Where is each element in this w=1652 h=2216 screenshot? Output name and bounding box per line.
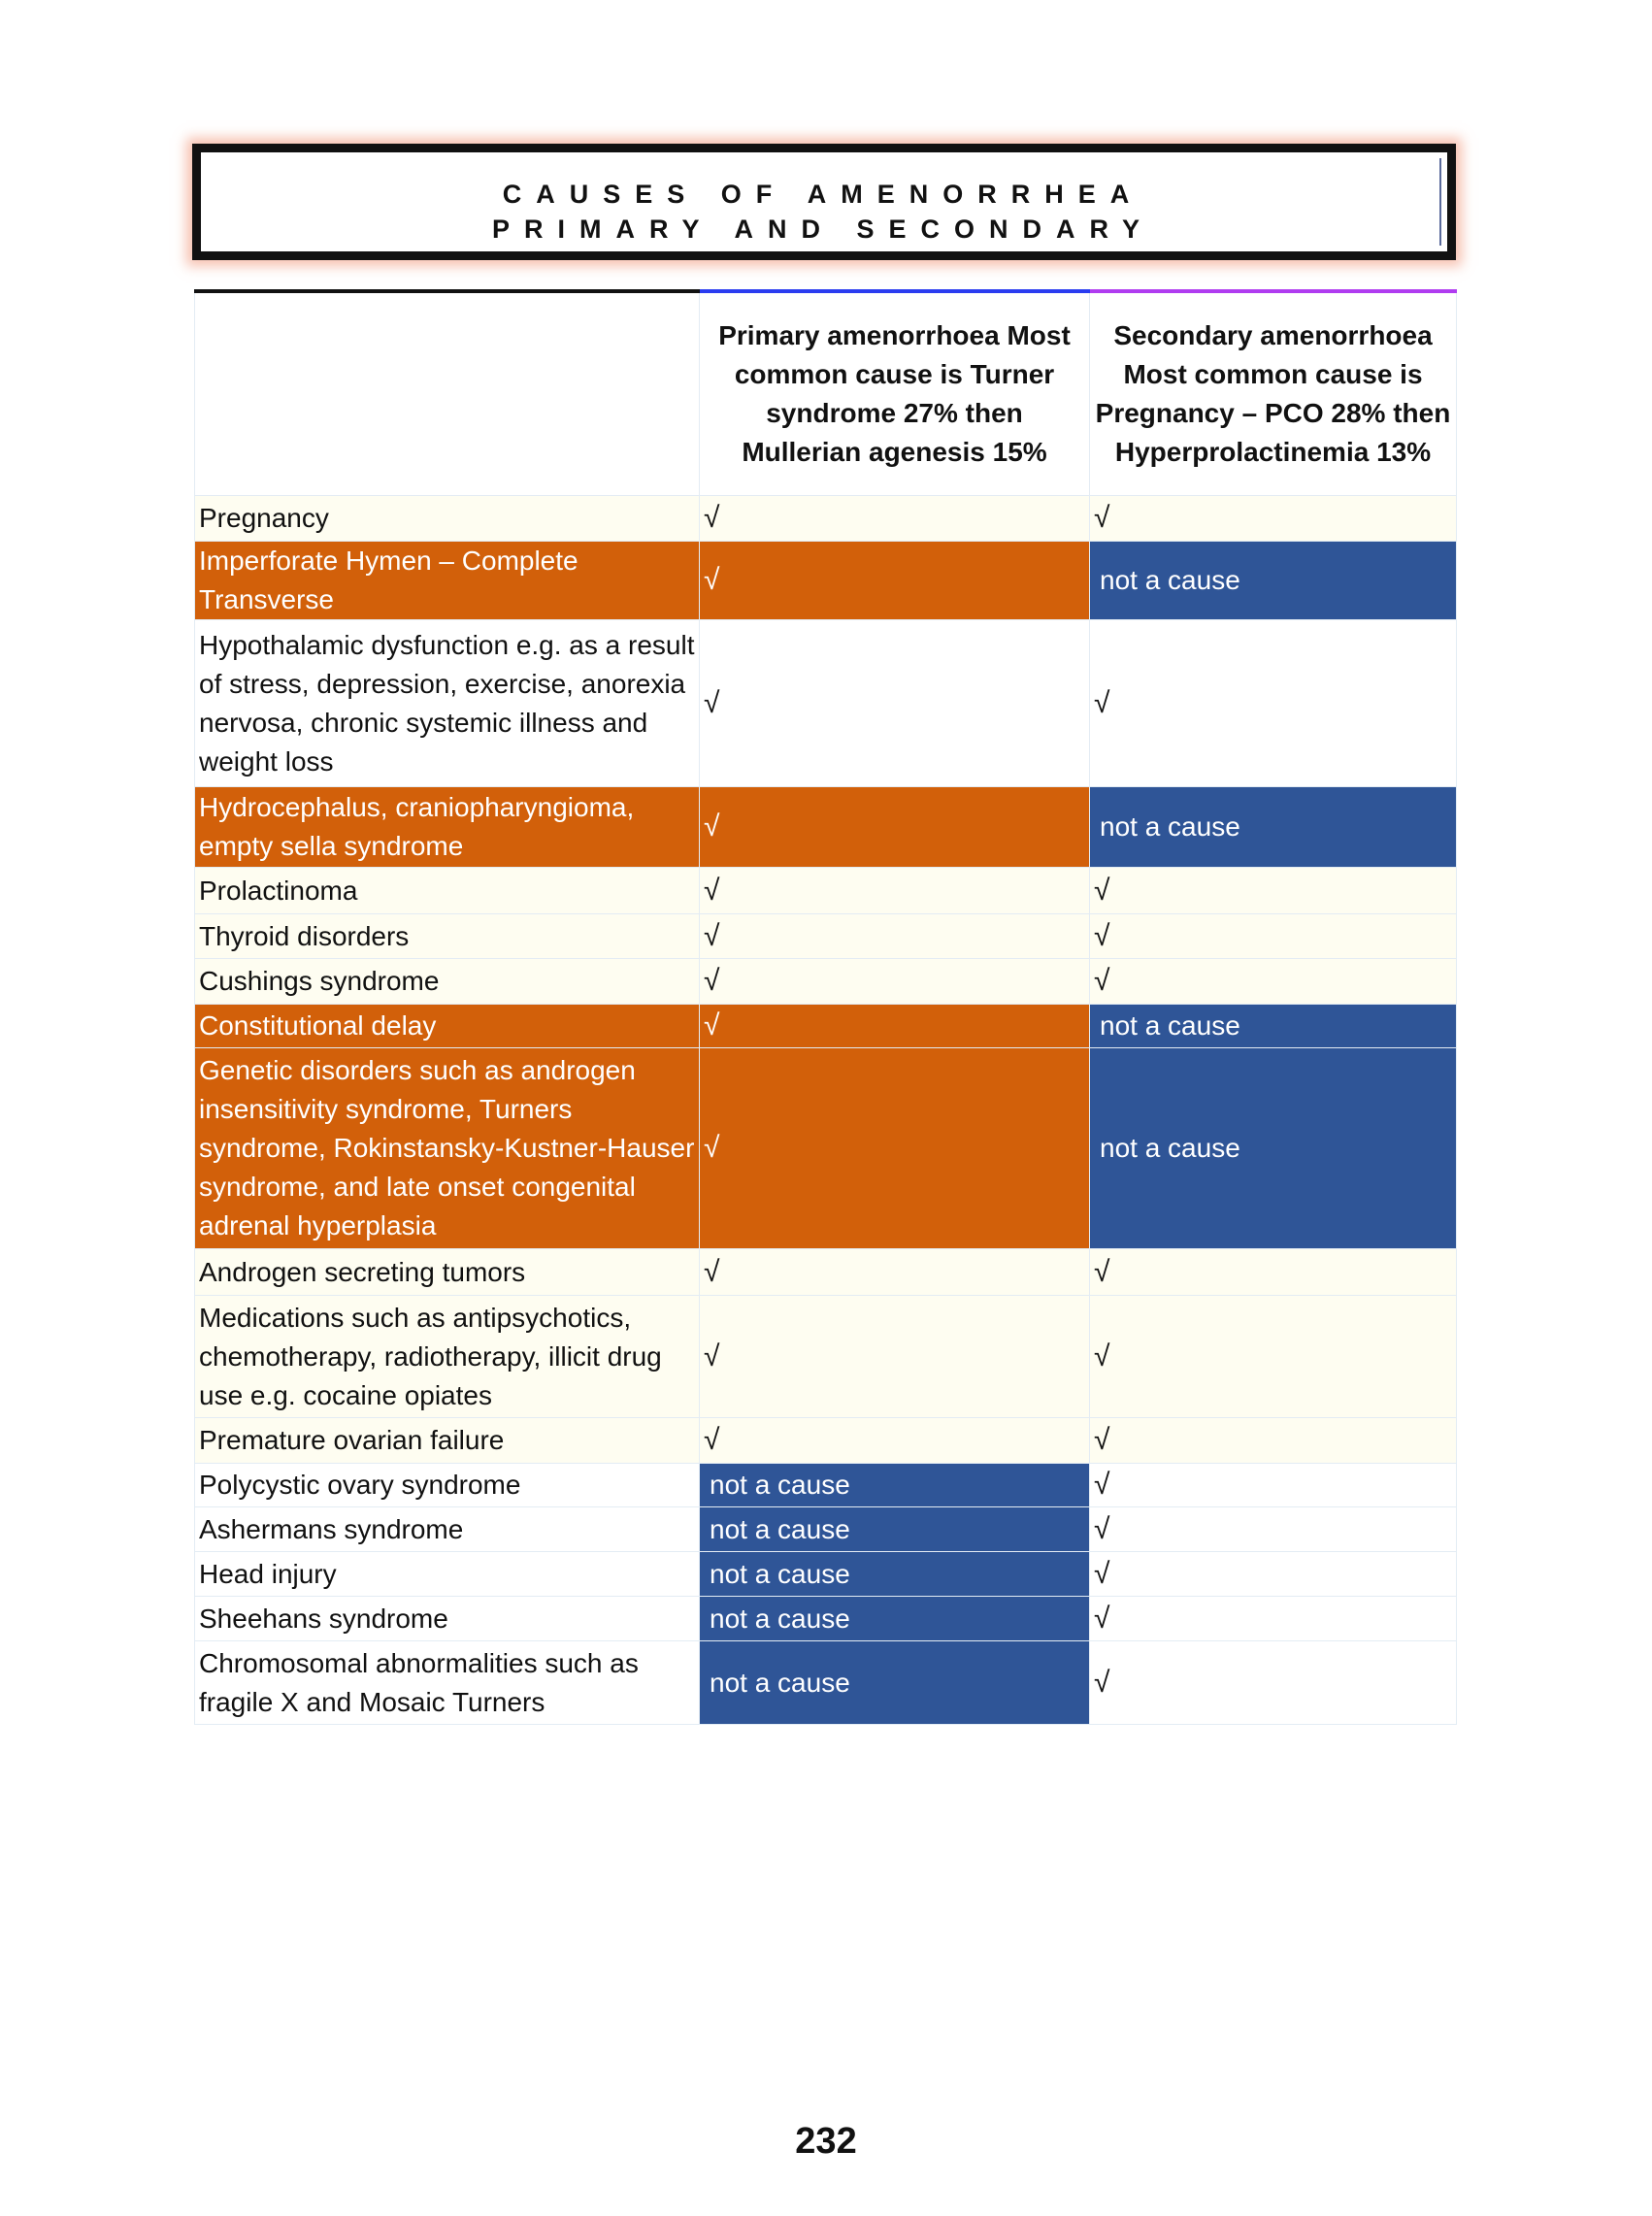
cause-cell: Constitutional delay [194, 1004, 700, 1048]
cause-cell: Ashermans syndrome [194, 1506, 700, 1552]
cause-cell: Hydrocephalus, craniopharyngioma, empty … [194, 786, 700, 868]
secondary-cell: √ [1089, 1417, 1457, 1464]
table-row: Premature ovarian failure √ √ [194, 1417, 1457, 1464]
cause-cell: Polycystic ovary syndrome [194, 1463, 700, 1507]
table-row: Androgen secreting tumors √ √ [194, 1248, 1457, 1296]
cause-cell: Cushings syndrome [194, 958, 700, 1005]
table-row: Polycystic ovary syndrome not a cause √ [194, 1463, 1457, 1507]
table-row: Constitutional delay √ not a cause [194, 1004, 1457, 1048]
table-row: Hydrocephalus, craniopharyngioma, empty … [194, 786, 1457, 868]
table-row: Medications such as antipsychotics, chem… [194, 1295, 1457, 1418]
secondary-cell: √ [1089, 1640, 1457, 1725]
primary-cell: not a cause [699, 1551, 1090, 1597]
primary-cell: √ [699, 786, 1090, 868]
table-row: Head injury not a cause √ [194, 1551, 1457, 1597]
secondary-cell: √ [1089, 1295, 1457, 1418]
table-row: Chromosomal abnormalities such as fragil… [194, 1640, 1457, 1725]
header-row: Primary amenorrhoea Most common cause is… [194, 289, 1457, 496]
primary-cell: √ [699, 1248, 1090, 1296]
primary-cell: not a cause [699, 1506, 1090, 1552]
primary-cell: √ [699, 867, 1090, 914]
primary-cell: √ [699, 541, 1090, 620]
header-primary: Primary amenorrhoea Most common cause is… [699, 289, 1090, 496]
primary-cell: not a cause [699, 1463, 1090, 1507]
table-row: Genetic disorders such as androgen insen… [194, 1047, 1457, 1249]
cause-cell: Premature ovarian failure [194, 1417, 700, 1464]
cause-cell: Head injury [194, 1551, 700, 1597]
primary-cell: √ [699, 958, 1090, 1005]
secondary-cell: √ [1089, 1551, 1457, 1597]
title-line-1: CAUSES OF AMENORRHEA [502, 180, 1144, 209]
title-line-2: PRIMARY AND SECONDARY [491, 215, 1155, 244]
table-row: Prolactinoma √ √ [194, 867, 1457, 914]
secondary-cell: √ [1089, 619, 1457, 787]
header-cause [194, 289, 700, 496]
table-row: Cushings syndrome √ √ [194, 958, 1457, 1005]
secondary-cell: not a cause [1089, 541, 1457, 620]
table-row: Pregnancy √ √ [194, 495, 1457, 542]
cause-cell: Genetic disorders such as androgen insen… [194, 1047, 700, 1249]
cause-cell: Medications such as antipsychotics, chem… [194, 1295, 700, 1418]
header-secondary: Secondary amenorrhoea Most common cause … [1089, 289, 1457, 496]
secondary-cell: √ [1089, 495, 1457, 542]
primary-cell: √ [699, 495, 1090, 542]
secondary-cell: √ [1089, 913, 1457, 959]
title-inner: CAUSES OF AMENORRHEA PRIMARY AND SECONDA… [207, 158, 1441, 246]
primary-cell: √ [699, 619, 1090, 787]
secondary-cell: not a cause [1089, 786, 1457, 868]
secondary-cell: √ [1089, 1506, 1457, 1552]
cause-cell: Pregnancy [194, 495, 700, 542]
primary-cell: not a cause [699, 1596, 1090, 1641]
secondary-cell: √ [1089, 867, 1457, 914]
title-box: CAUSES OF AMENORRHEA PRIMARY AND SECONDA… [192, 144, 1456, 260]
secondary-cell: √ [1089, 1248, 1457, 1296]
causes-table: Primary amenorrhoea Most common cause is… [194, 289, 1457, 1725]
secondary-cell: not a cause [1089, 1004, 1457, 1048]
primary-cell: √ [699, 913, 1090, 959]
cause-cell: Androgen secreting tumors [194, 1248, 700, 1296]
table-row: Thyroid disorders √ √ [194, 913, 1457, 959]
primary-cell: √ [699, 1004, 1090, 1048]
cause-cell: Thyroid disorders [194, 913, 700, 959]
cause-cell: Imperforate Hymen – Complete Transverse [194, 541, 700, 620]
cause-cell: Prolactinoma [194, 867, 700, 914]
table-row: Sheehans syndrome not a cause √ [194, 1596, 1457, 1641]
secondary-cell: √ [1089, 1463, 1457, 1507]
secondary-cell: not a cause [1089, 1047, 1457, 1249]
page-number: 232 [795, 2121, 857, 2162]
primary-cell: not a cause [699, 1640, 1090, 1725]
table-row: Hypothalamic dysfunction e.g. as a resul… [194, 619, 1457, 787]
cause-cell: Sheehans syndrome [194, 1596, 700, 1641]
primary-cell: √ [699, 1047, 1090, 1249]
primary-cell: √ [699, 1417, 1090, 1464]
cause-cell: Hypothalamic dysfunction e.g. as a resul… [194, 619, 700, 787]
cause-cell: Chromosomal abnormalities such as fragil… [194, 1640, 700, 1725]
secondary-cell: √ [1089, 1596, 1457, 1641]
table-row: Ashermans syndrome not a cause √ [194, 1506, 1457, 1552]
primary-cell: √ [699, 1295, 1090, 1418]
secondary-cell: √ [1089, 958, 1457, 1005]
table-row: Imperforate Hymen – Complete Transverse √… [194, 541, 1457, 620]
